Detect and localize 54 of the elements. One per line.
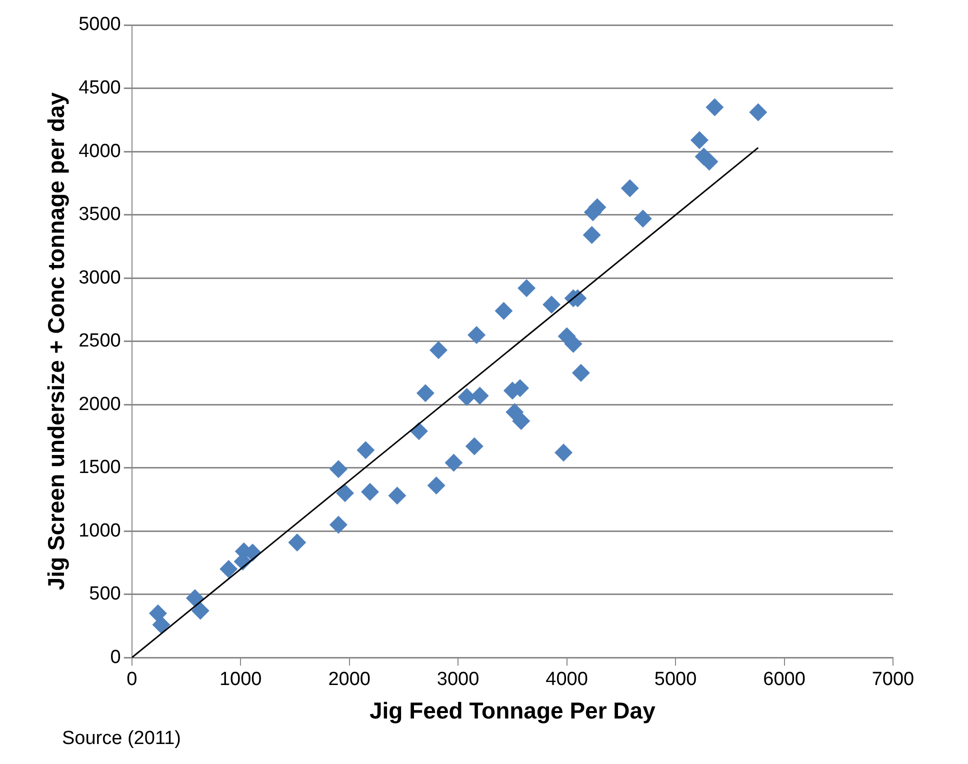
y-axis-title: Jig Screen undersize + Conc tonnage per day xyxy=(43,92,70,590)
point xyxy=(582,226,601,244)
y-tick-label: 4500 xyxy=(78,77,121,98)
point xyxy=(749,103,768,122)
y-tick-label: 500 xyxy=(89,584,121,605)
y-tick-label: 3000 xyxy=(78,267,121,288)
point xyxy=(427,476,446,495)
point xyxy=(470,386,489,405)
point xyxy=(706,98,724,116)
point xyxy=(336,484,354,502)
point xyxy=(220,560,238,578)
x-tick-label: 4000 xyxy=(546,669,588,690)
point xyxy=(152,616,170,634)
point xyxy=(288,533,306,552)
x-axis-title: Jig Feed Tonnage Per Day xyxy=(369,698,656,724)
x-tick-label: 3000 xyxy=(436,669,480,690)
y-tick-label: 5000 xyxy=(78,14,121,36)
point xyxy=(416,384,434,402)
point xyxy=(564,334,582,353)
point xyxy=(186,589,204,608)
x-tick-label: 5000 xyxy=(654,669,697,690)
point xyxy=(620,179,639,198)
x-tick-label: 2000 xyxy=(328,669,370,690)
point xyxy=(191,602,210,620)
x-tick-label: 7000 xyxy=(872,669,914,690)
point xyxy=(468,326,486,344)
y-tick-label: 1500 xyxy=(78,457,121,478)
point xyxy=(329,516,348,534)
point xyxy=(554,444,573,462)
point xyxy=(512,412,530,430)
point xyxy=(458,388,476,406)
point xyxy=(494,302,513,320)
x-tick-label: 6000 xyxy=(763,669,806,690)
point xyxy=(465,437,484,456)
x-tick-label: 0 xyxy=(126,669,138,690)
point xyxy=(690,131,708,150)
source-note: Source (2011) xyxy=(62,728,181,750)
y-tick-label: 0 xyxy=(110,646,121,668)
point xyxy=(356,441,375,460)
point xyxy=(444,454,463,472)
point xyxy=(572,364,590,382)
y-tick-label: 3500 xyxy=(78,204,121,226)
y-tick-label: 1000 xyxy=(78,520,121,542)
point xyxy=(634,210,652,228)
point xyxy=(429,341,448,360)
y-tick-label: 4000 xyxy=(78,140,121,162)
point xyxy=(329,460,348,478)
x-tick-label: 1000 xyxy=(219,669,262,690)
point xyxy=(518,279,536,298)
point xyxy=(360,482,379,501)
y-tick-label: 2500 xyxy=(78,330,121,352)
point xyxy=(388,486,406,505)
point xyxy=(542,296,561,314)
y-tick-label: 2000 xyxy=(78,394,121,415)
